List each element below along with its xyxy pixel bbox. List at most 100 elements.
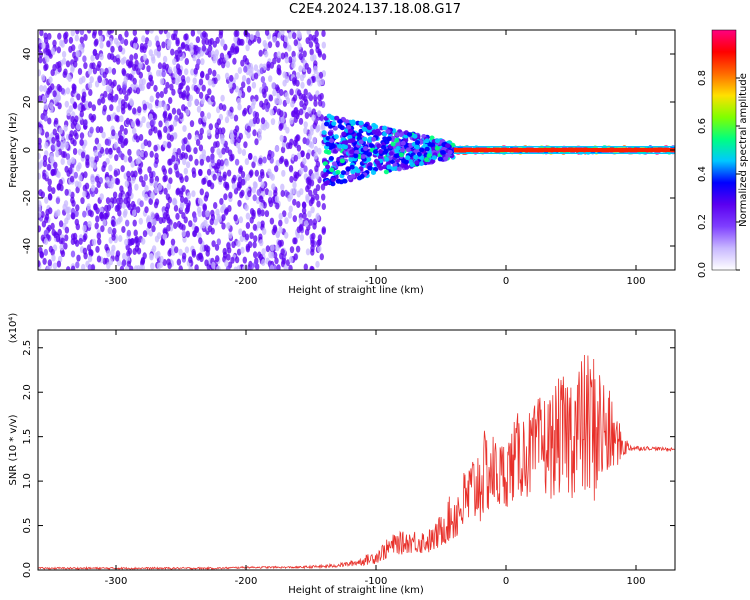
heatmap-cell: [126, 260, 131, 268]
heatmap-cell: [230, 45, 235, 53]
heatmap-cell: [170, 238, 176, 246]
heatmap-cell: [347, 128, 353, 134]
heatmap-cell: [57, 32, 62, 40]
heatmap-cell: [192, 215, 198, 223]
heatmap-cell: [47, 117, 52, 125]
heatmap-cell: [303, 263, 308, 270]
heatmap-cell: [64, 165, 69, 173]
heatmap-cell: [143, 193, 149, 201]
heatmap-cell: [164, 120, 170, 128]
heatmap-cell: [60, 237, 65, 245]
heatmap-cell: [83, 119, 88, 127]
heatmap-cell: [202, 204, 207, 212]
heatmap-cell: [215, 255, 220, 263]
heatmap-cell: [126, 170, 131, 178]
heatmap-cell: [161, 70, 166, 78]
heatmap-cell: [177, 69, 183, 76]
heatmap-cell: [196, 58, 201, 66]
heatmap-cell: [281, 169, 286, 177]
heatmap-cell: [68, 133, 73, 141]
heatmap-cell: [55, 132, 60, 140]
heatmap-cell: [405, 147, 411, 153]
heatmap-cell: [221, 214, 226, 222]
heatmap-cell: [333, 134, 339, 140]
heatmap-cell: [112, 79, 117, 87]
heatmap-cell: [229, 74, 234, 82]
heatmap-cell: [114, 254, 120, 262]
heatmap-cell: [83, 34, 88, 41]
heatmap-cell: [78, 43, 83, 51]
heatmap-cell: [399, 147, 406, 153]
colorbar-frame: [711, 29, 737, 271]
heatmap-cell: [100, 225, 105, 233]
heatmap-cell: [214, 243, 220, 251]
heatmap-cell: [245, 173, 251, 181]
heatmap-cell: [70, 250, 76, 258]
heatmap-cell: [261, 259, 266, 266]
heatmap-cell: [79, 110, 85, 118]
y-tick-label: -40: [22, 238, 33, 254]
heatmap-cell: [249, 66, 254, 74]
heatmap-cell: [305, 152, 311, 160]
heatmap-cell: [264, 98, 269, 106]
heatmap-cell: [143, 139, 148, 147]
heatmap-cell: [256, 36, 262, 44]
heatmap-cell: [228, 231, 233, 239]
heatmap-cell: [206, 129, 212, 137]
heatmap-cell: [260, 76, 266, 83]
heatmap-cell: [50, 222, 55, 230]
heatmap-cell: [118, 135, 124, 143]
heatmap-cell: [42, 160, 48, 168]
heatmap-cell: [272, 224, 278, 232]
heatmap-cell: [171, 155, 176, 162]
heatmap-cell: [245, 212, 251, 220]
heatmap-cell: [91, 62, 96, 70]
heatmap-cell: [170, 48, 175, 56]
heatmap-cell: [384, 157, 390, 162]
heatmap-cell: [102, 257, 107, 265]
heatmap-cell: [355, 168, 361, 174]
heatmap-cell: [52, 64, 57, 71]
heatmap-cell: [44, 213, 50, 221]
heatmap-cell: [184, 246, 190, 254]
heatmap-cell: [289, 117, 294, 125]
heatmap-cell: [48, 76, 53, 84]
heatmap-cell: [416, 151, 422, 157]
heatmap-cell: [270, 118, 276, 126]
heatmap-cell: [255, 30, 260, 38]
heatmap-cell: [317, 234, 323, 242]
heatmap-cell: [97, 238, 102, 246]
heatmap-cell: [77, 181, 82, 189]
heatmap-cell: [354, 149, 360, 155]
heatmap-cell: [268, 94, 274, 102]
heatmap-cell: [173, 30, 178, 34]
heatmap-cell: [70, 30, 75, 37]
heatmap-cell: [118, 192, 123, 200]
heatmap-cell: [90, 54, 95, 62]
heatmap-cell: [279, 155, 285, 163]
heatmap-cell: [46, 265, 51, 270]
heatmap-cell: [167, 141, 172, 149]
heatmap-cell: [340, 170, 346, 176]
heatmap-cell: [194, 98, 199, 106]
heatmap-cell: [274, 257, 279, 265]
heatmap-cell: [328, 131, 334, 137]
heatmap-cell: [167, 249, 172, 257]
heatmap-cell: [262, 91, 267, 99]
heatmap-cell: [153, 186, 159, 194]
heatmap-cell: [253, 64, 259, 72]
heatmap-cell: [257, 207, 262, 215]
heatmap-cell: [62, 151, 67, 159]
heatmap-cell: [123, 128, 128, 135]
heatmap-cell: [236, 38, 242, 46]
heatmap-cell: [213, 77, 218, 85]
heatmap-cell: [167, 196, 172, 204]
heatmap-cell: [56, 46, 61, 54]
heatmap-cell: [339, 158, 345, 164]
heatmap-cell: [185, 161, 191, 169]
heatmap-cell: [326, 113, 332, 119]
heatmap-cell: [253, 251, 258, 259]
heatmap-cell: [90, 184, 96, 192]
heatmap-cell: [68, 105, 74, 113]
